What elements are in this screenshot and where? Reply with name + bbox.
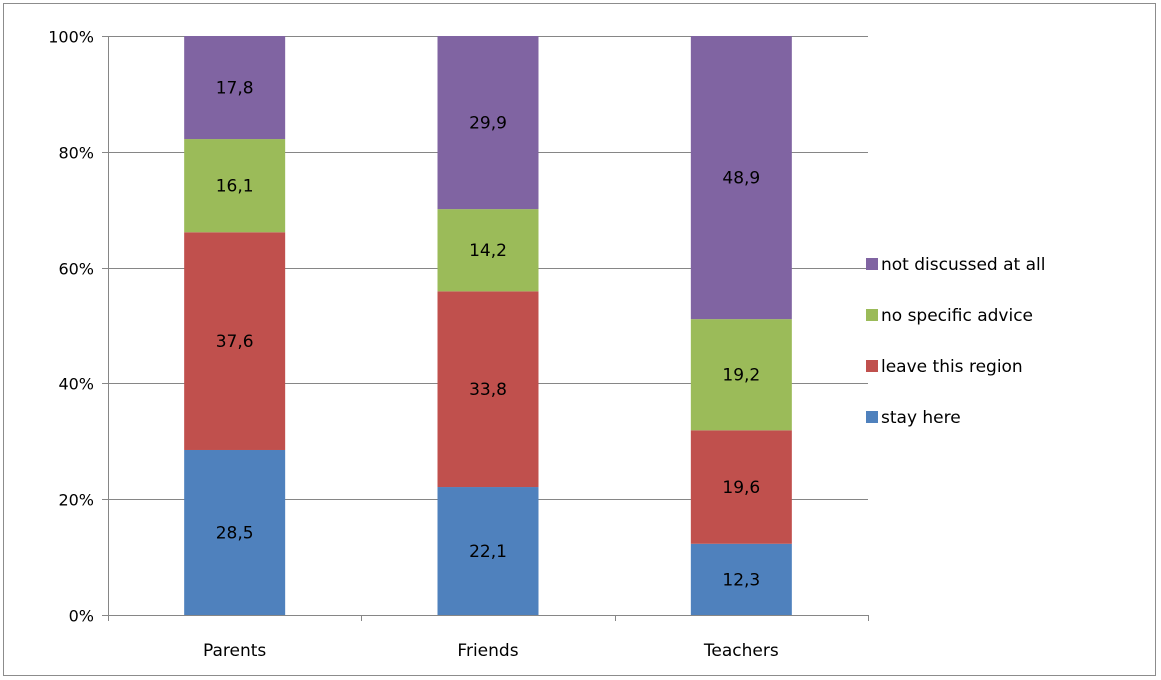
- bar-segment: [690, 543, 792, 615]
- legend-label: stay here: [881, 408, 961, 428]
- data-label: 16,1: [216, 177, 254, 197]
- x-category-label: Teachers: [703, 641, 779, 661]
- bar-segment: [437, 36, 539, 210]
- legend-swatch: [866, 360, 878, 372]
- data-label: 17,8: [216, 79, 254, 99]
- legend-swatch: [866, 411, 878, 423]
- y-tick-label: 40%: [58, 375, 94, 394]
- y-tick-label: 100%: [48, 28, 94, 47]
- bar-segment: [437, 291, 539, 488]
- bar-segment: [690, 430, 792, 544]
- bar-segment: [690, 319, 792, 431]
- data-label: 12,3: [722, 570, 760, 590]
- x-category-label: Parents: [203, 641, 266, 661]
- data-label: 14,2: [469, 241, 507, 261]
- bar-segment: [690, 36, 792, 320]
- data-label: 22,1: [469, 542, 507, 562]
- bar-segment: [437, 209, 539, 292]
- legend-label: leave this region: [881, 357, 1023, 377]
- data-label: 37,6: [216, 332, 254, 352]
- bar-segment: [184, 232, 286, 450]
- y-tick-label: 60%: [58, 260, 94, 279]
- legend-swatch: [866, 258, 878, 270]
- y-tick-label: 0%: [69, 607, 94, 626]
- legend-swatch: [866, 309, 878, 321]
- bar-segment: [184, 139, 286, 233]
- bar-segment: [184, 449, 286, 615]
- data-label: 19,2: [722, 366, 760, 386]
- legend-label: no specific advice: [881, 306, 1033, 326]
- data-label: 19,6: [722, 478, 760, 498]
- data-label: 33,8: [469, 380, 507, 400]
- bar-segment: [437, 487, 539, 615]
- data-label: 28,5: [216, 523, 254, 543]
- bar-segment: [184, 36, 286, 140]
- x-category-label: Friends: [457, 641, 518, 661]
- legend-label: not discussed at all: [881, 255, 1045, 275]
- data-label: 48,9: [722, 169, 760, 189]
- y-tick-label: 20%: [58, 491, 94, 510]
- y-tick-label: 80%: [58, 144, 94, 163]
- data-label: 29,9: [469, 114, 507, 134]
